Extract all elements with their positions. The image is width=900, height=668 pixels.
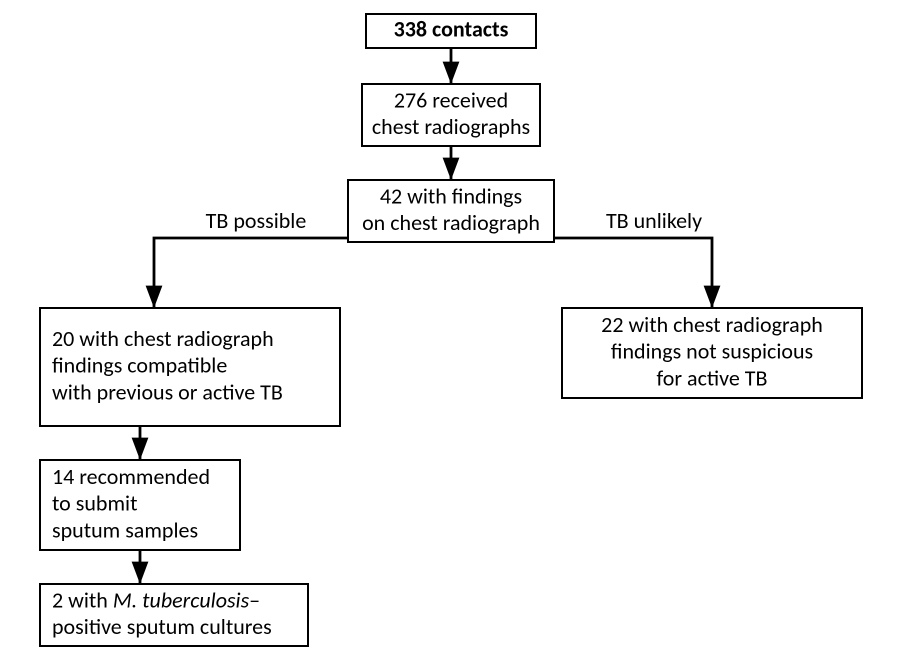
branch-label: TB possible bbox=[206, 207, 307, 234]
node-text: findings not suspicious bbox=[611, 338, 813, 365]
node-n1: 338 contacts bbox=[366, 14, 536, 48]
node-text: 14 recommended bbox=[52, 463, 210, 490]
node-n5: 22 with chest radiographfindings not sus… bbox=[562, 308, 862, 398]
node-text: for active TB bbox=[657, 365, 768, 392]
node-n6: 14 recommendedto submitsputum samples bbox=[40, 460, 240, 550]
edge-n3-n5 bbox=[554, 238, 712, 308]
node-text: 276 received bbox=[394, 86, 508, 113]
node-text: 42 with findings bbox=[380, 182, 522, 209]
node-text: sputum samples bbox=[52, 517, 198, 544]
branch-label: TB unlikely bbox=[606, 207, 702, 234]
node-text: to submit bbox=[52, 490, 137, 517]
node-text: 2 with M. tuberculosis– bbox=[52, 586, 260, 613]
node-n3: 42 with findingson chest radiograph bbox=[348, 180, 554, 242]
node-text: 22 with chest radiograph bbox=[601, 311, 823, 338]
node-text: positive sputum cultures bbox=[52, 613, 272, 640]
node-text: with previous or active TB bbox=[52, 379, 283, 406]
node-text: findings compatible bbox=[52, 352, 227, 379]
edge-n3-n4 bbox=[154, 238, 348, 308]
nodes: 338 contacts 276 receivedchest radiograph… bbox=[40, 14, 862, 646]
node-n4: 20 with chest radiographfindings compati… bbox=[40, 308, 340, 426]
node-text: chest radiographs bbox=[372, 113, 530, 140]
node-n2: 276 receivedchest radiographs bbox=[362, 84, 540, 146]
node-n7: 2 with M. tuberculosis–positive sputum c… bbox=[40, 584, 308, 646]
node-text: 20 with chest radiograph bbox=[52, 325, 274, 352]
node-text: on chest radiograph bbox=[362, 209, 540, 236]
node-text: 338 contacts bbox=[394, 16, 509, 43]
